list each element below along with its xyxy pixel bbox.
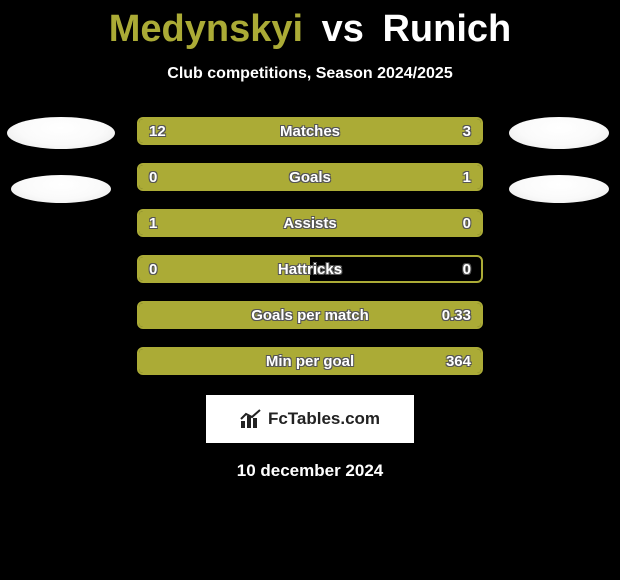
fill-left: [139, 165, 201, 189]
content-area: 123Matches 01Goals 10Assists 00Hattricks 0.3…: [0, 117, 620, 481]
player1-club-avatar: [11, 175, 111, 203]
stat-bar: 00Hattricks: [137, 255, 483, 283]
player1-avatar: [7, 117, 115, 149]
date-label: 10 december 2024: [10, 461, 610, 481]
brand-chart-icon: [240, 409, 262, 429]
brand-label: FcTables.com: [268, 409, 380, 429]
comparison-title: Medynskyi vs Runich: [0, 0, 620, 51]
fill-left: [139, 303, 481, 327]
fill-left: [139, 257, 310, 281]
player2-name: Runich: [382, 8, 511, 50]
fill-left: [139, 119, 413, 143]
fill-left: [139, 211, 481, 235]
player1-avatars: [2, 117, 120, 203]
stat-right-value: 0: [453, 257, 481, 281]
vs-label: vs: [322, 8, 364, 50]
fill-left: [139, 349, 481, 373]
stat-bar: 364Min per goal: [137, 347, 483, 375]
brand-badge: FcTables.com: [206, 395, 414, 443]
player2-club-avatar: [509, 175, 609, 203]
player2-avatar: [509, 117, 609, 149]
stat-bar: 123Matches: [137, 117, 483, 145]
subtitle: Club competitions, Season 2024/2025: [0, 65, 620, 83]
fill-right: [413, 119, 481, 143]
stat-bars: 123Matches 01Goals 10Assists 00Hattricks 0.3…: [137, 117, 483, 375]
stat-bar: 10Assists: [137, 209, 483, 237]
fill-right: [201, 165, 481, 189]
stat-bar: 01Goals: [137, 163, 483, 191]
stat-bar: 0.33Goals per match: [137, 301, 483, 329]
player1-name: Medynskyi: [109, 8, 303, 50]
player2-avatars: [500, 117, 618, 203]
